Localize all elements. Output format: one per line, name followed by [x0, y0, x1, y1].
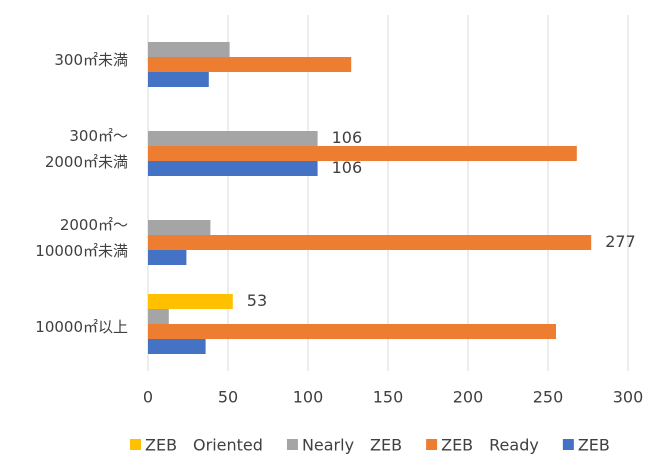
data-label: 106: [332, 158, 363, 177]
bar: [148, 294, 233, 309]
bar: [148, 324, 556, 339]
bar: [148, 146, 577, 161]
legend-label: ZEB: [578, 436, 610, 455]
x-tick-label: 100: [293, 388, 324, 407]
bar: [148, 42, 230, 57]
y-tick-label: 2000㎡～ 10000㎡未満: [35, 215, 128, 260]
legend-swatch: [562, 439, 574, 450]
bar: [148, 250, 187, 265]
legend-label: ZEB Ready: [441, 436, 539, 455]
bar: [148, 57, 352, 72]
x-tick-label: 250: [533, 388, 564, 407]
x-tick-label: 50: [218, 388, 238, 407]
legend-label: Nearly ZEB: [302, 436, 402, 455]
data-label: 53: [247, 291, 267, 310]
legend-label: ZEB Oriented: [145, 436, 263, 455]
data-label: 106: [332, 128, 363, 147]
x-tick-label: 200: [453, 388, 484, 407]
bar: [148, 72, 209, 87]
x-tick-label: 0: [143, 388, 153, 407]
x-tick-label: 300: [613, 388, 644, 407]
legend-swatch: [130, 439, 141, 450]
data-label: 277: [605, 232, 636, 251]
bar: [148, 339, 206, 354]
bar: [148, 309, 169, 324]
legend-swatch: [286, 439, 298, 450]
bar: [148, 131, 318, 146]
x-tick-label: 150: [373, 388, 404, 407]
y-tick-label: 10000㎡以上: [35, 317, 128, 336]
legend-swatch: [426, 439, 438, 450]
y-tick-label: 300㎡未満: [54, 50, 128, 69]
y-tick-label: 300㎡～ 2000㎡未満: [44, 126, 128, 171]
bar: [148, 161, 318, 176]
bar: [148, 220, 211, 235]
bar: [148, 235, 592, 250]
